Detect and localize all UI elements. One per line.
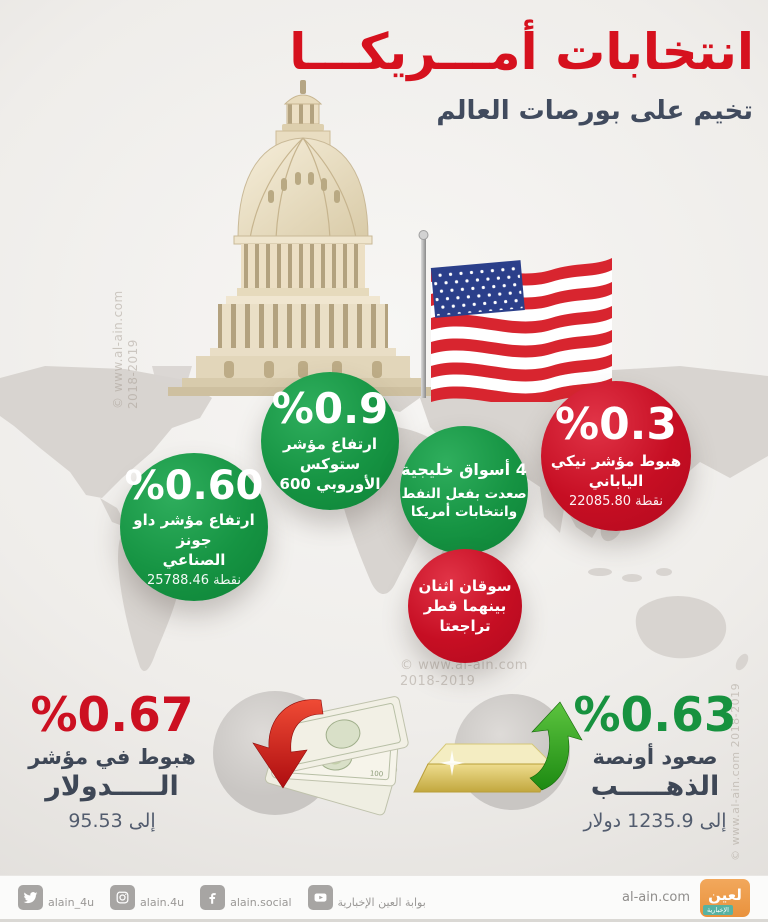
dollar-line2: الـــــدولار [45,771,179,802]
dollar-bills-illustration: 100 100 [213,691,409,816]
bubble-dow-jones: %0.60 ارتفاع مؤشر داو جونز الصناعي 25788… [120,453,268,601]
gulf-line2: صعدت بفعل النفط [401,485,527,502]
dollar-line1: هبوط في مؤشر [28,745,196,769]
main-title: انتخابات أمـــريكـــا [289,23,754,81]
gulf-line1: 4 أسواق خليجية [401,459,527,479]
facebook-link[interactable]: alain.social [200,885,292,910]
dollar-percent: %0.67 [30,688,194,743]
qatar-line2: بينهما قطر [423,596,507,615]
instagram-link[interactable]: alain.4u [110,885,184,910]
green-up-arrow-icon [529,701,583,791]
dow-line1: ارتفاع مؤشر داو جونز [133,510,255,549]
twitter-icon [18,885,43,910]
qatar-line3: تراجعتا [439,617,491,636]
us-flag-illustration [418,230,612,402]
nikkei-line2: الياباني [588,472,644,490]
twitter-handle: alain_4u [48,896,95,909]
nikkei-percent: %0.3 [554,398,678,450]
red-down-arrow-icon [252,699,324,789]
stoxx-percent: %0.9 [271,383,389,433]
gulf-line3: وانتخابات أمريكا [410,503,518,520]
gold-line1: صعود أونصة [592,745,718,769]
facebook-icon [200,885,226,910]
watermark-left: © www.al-ain.com 2018-2019 [111,290,140,409]
nikkei-line1: هبوط مؤشر نيكي [550,451,682,470]
nikkei-points: 22085.80 نقطة [569,494,663,510]
instagram-icon [110,885,136,910]
social-links: alain_4u alain.4u alain.social [18,885,426,910]
subtitle: تخيم على بورصات العالم [436,96,753,126]
youtube-icon [307,885,333,910]
stoxx-line1: ارتفاع مؤشر ستوكس [282,434,378,473]
site-url[interactable]: al-ain.com [622,890,690,905]
youtube-handle: بوابة العين الإخبارية [337,896,426,909]
alain-logo[interactable]: لعين الإخبارية [700,878,750,917]
qatar-line1: سوقان اثنان [418,576,512,595]
svg-text:100: 100 [370,769,384,778]
dollar-index-stat: %0.67 هبوط في مؤشر الـــــدولار إلى 95.5… [16,692,208,832]
gold-line2: الذهـــــب [590,771,720,802]
stoxx-line2: 600 الأوروبي [279,475,381,494]
bubble-qatar: سوقان اثنان بينهما قطر تراجعتا [408,549,522,663]
watermark-center: © www.al-ain.com 2018-2019 [400,658,528,690]
gold-percent: %0.63 [573,688,737,743]
bubble-gulf-markets: 4 أسواق خليجية صعدت بفعل النفط وانتخابات… [400,426,528,554]
twitter-link[interactable]: alain_4u [18,885,94,910]
facebook-handle: alain.social [230,896,292,909]
dow-points: 25788.46 نقطة [147,573,241,589]
youtube-link[interactable]: بوابة العين الإخبارية [307,885,426,910]
gold-bar-illustration [413,694,583,810]
bubble-stoxx600: %0.9 ارتفاع مؤشر ستوكس 600 الأوروبي [261,372,399,510]
dollar-line3: إلى 95.53 [68,810,156,832]
footer-bar: alain_4u alain.4u alain.social [0,875,768,922]
dow-line2: الصناعي [162,551,226,570]
bubble-nikkei: %0.3 هبوط مؤشر نيكي الياباني 22085.80 نق… [541,381,691,531]
instagram-handle: alain.4u [140,896,185,909]
gold-line3: إلى 1235.9 دولار [583,810,727,832]
dow-percent: %0.60 [124,462,264,509]
gold-ounce-stat: %0.63 صعود أونصة الذهـــــب إلى 1235.9 د… [564,692,746,832]
